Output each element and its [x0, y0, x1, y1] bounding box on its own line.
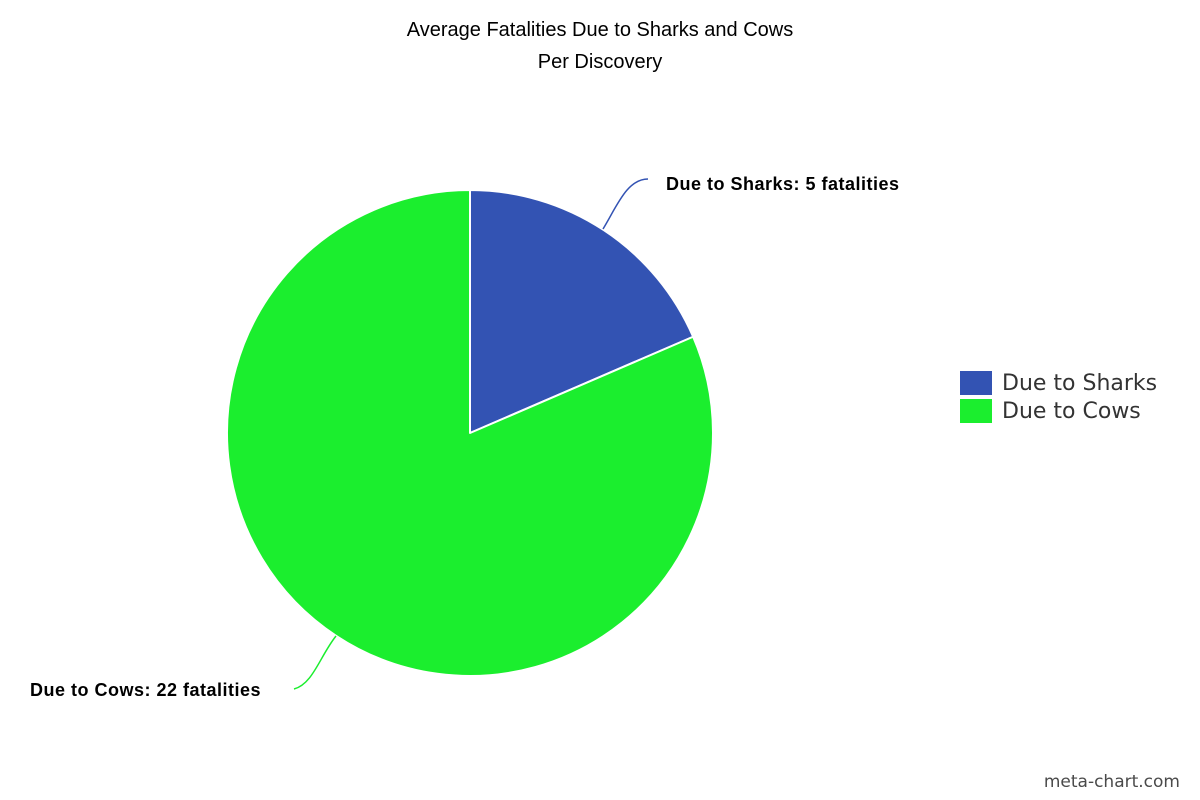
legend-swatch-cows: [960, 399, 992, 423]
leader-line-sharks: [602, 178, 649, 230]
legend-item-cows[interactable]: Due to Cows: [960, 397, 1157, 425]
chart-subtitle: Per Discovery: [537, 51, 663, 73]
chart-title: Average Fatalities Due to Sharks and Cow…: [406, 19, 794, 41]
legend-item-sharks[interactable]: Due to Sharks: [960, 369, 1157, 397]
data-label-sharks: Due to Sharks: 5 fatalities: [666, 174, 900, 194]
chart-title-block: Average Fatalities Due to Sharks and Cow…: [0, 14, 1200, 78]
data-label-cows: Due to Cows: 22 fatalities: [30, 680, 261, 700]
pie-slice-sharks[interactable]: [469, 189, 695, 434]
watermark: meta-chart.com: [1043, 772, 1180, 792]
leader-line-cows: [293, 635, 337, 690]
legend: Due to Sharks Due to Cows: [960, 369, 1157, 425]
legend-label-sharks: Due to Sharks: [1002, 370, 1158, 396]
legend-swatch-sharks: [960, 371, 992, 395]
legend-label-cows: Due to Cows: [1002, 398, 1141, 424]
pie-slice-cows[interactable]: [226, 189, 714, 677]
